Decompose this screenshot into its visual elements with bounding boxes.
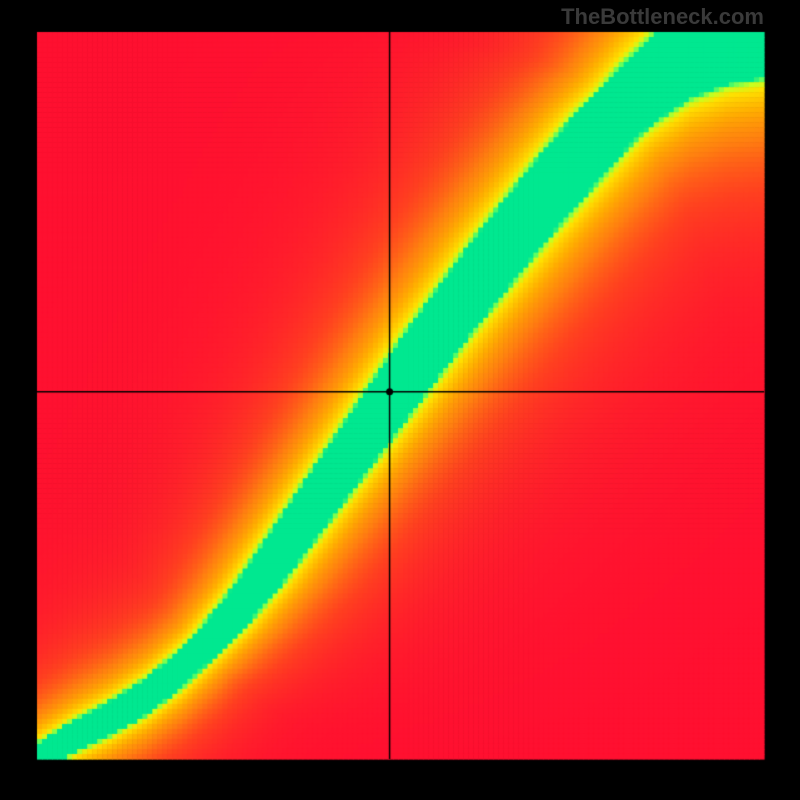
bottleneck-heatmap	[0, 0, 800, 800]
watermark-text: TheBottleneck.com	[561, 4, 764, 30]
chart-container: TheBottleneck.com	[0, 0, 800, 800]
